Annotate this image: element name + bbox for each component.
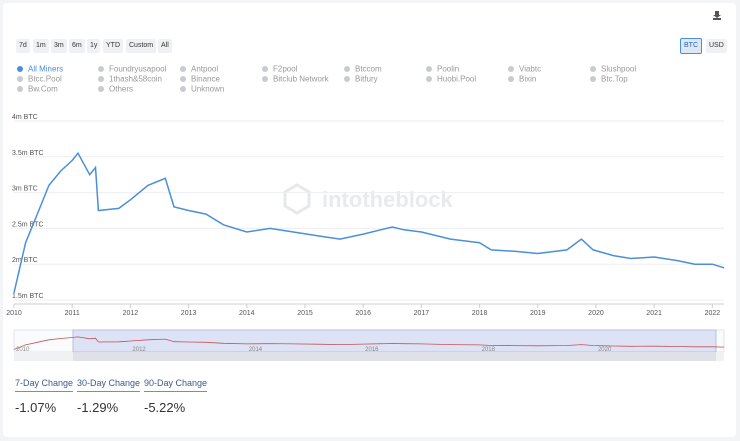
legend-marker — [262, 66, 268, 72]
legend-marker — [180, 86, 186, 92]
range-button[interactable]: 1m — [33, 39, 49, 53]
navigator-label: 2016 — [365, 347, 379, 353]
stat-value: -1.07% — [15, 400, 57, 415]
legend-label: All Miners — [28, 65, 63, 74]
legend-marker — [344, 66, 350, 72]
range-button[interactable]: 7d — [16, 39, 30, 53]
legend-label: Btcc.Pool — [28, 75, 62, 84]
legend-marker — [17, 66, 23, 72]
watermark-icon — [283, 183, 311, 215]
legend-label: Viabtc — [519, 65, 541, 74]
range-button[interactable]: 3m — [51, 39, 67, 53]
legend-marker — [98, 76, 104, 82]
range-button[interactable]: YTD — [103, 39, 123, 53]
navigator-label: 2010 — [16, 347, 30, 353]
legend-label: Unknown — [191, 85, 224, 94]
legend-label: Poolin — [437, 65, 459, 74]
range-button[interactable]: 6m — [69, 39, 85, 53]
legend-marker — [98, 86, 104, 92]
y-tick-label: 2m BTC — [12, 257, 38, 264]
legend-label: Antpool — [191, 65, 218, 74]
range-button[interactable]: Custom — [126, 39, 157, 53]
x-tick-label: 2022 — [705, 310, 721, 317]
unit-button[interactable]: BTC — [680, 38, 702, 54]
watermark: intotheblock — [322, 187, 454, 212]
unit-button[interactable]: USD — [706, 39, 727, 53]
legend-label: Bitfury — [355, 75, 378, 84]
legend-marker — [508, 76, 514, 82]
legend-marker — [508, 66, 514, 72]
legend-label: Bixin — [519, 75, 536, 84]
legend-marker — [98, 66, 104, 72]
legend-marker — [180, 66, 186, 72]
legend-label: Btccom — [355, 65, 382, 74]
legend-label: Binance — [191, 75, 220, 84]
range-button[interactable]: All — [158, 39, 172, 53]
card — [3, 3, 736, 437]
x-tick-label: 2018 — [472, 310, 488, 317]
legend-label: Bw.Com — [28, 85, 58, 94]
legend-marker — [426, 76, 432, 82]
navigator-line — [13, 336, 725, 350]
stat-label: 90-Day Change — [144, 378, 208, 392]
stat: 7-Day Change -1.07% — [15, 378, 74, 415]
legend-label: F2pool — [273, 65, 298, 74]
legend-label: Others — [109, 85, 133, 94]
stat-label: 7-Day Change — [15, 378, 74, 392]
navigator-label: 2012 — [132, 347, 146, 353]
scrollbar-thumb — [73, 353, 716, 361]
stat-label: 30-Day Change — [77, 378, 141, 392]
legend-marker — [180, 76, 186, 82]
x-tick-label: 2020 — [588, 310, 604, 317]
x-tick-label: 2012 — [123, 310, 139, 317]
legend-marker — [590, 76, 596, 82]
y-tick-label: 3m BTC — [12, 186, 38, 193]
legend-marker — [590, 66, 596, 72]
stat-value: -1.29% — [77, 400, 119, 415]
legend-label: Huobi.Pool — [437, 75, 476, 84]
navigator-label: 2018 — [482, 347, 496, 353]
legend-label: Slushpool — [601, 65, 636, 74]
y-tick-label: 4m BTC — [12, 114, 38, 121]
navigator-window — [72, 329, 717, 353]
legend-marker — [262, 76, 268, 82]
x-tick-label: 2017 — [414, 310, 430, 317]
stat: 30-Day Change -1.29% — [77, 378, 141, 415]
x-tick-label: 2019 — [530, 310, 546, 317]
legend-label: 1thash&58coin — [109, 75, 162, 84]
download-icon[interactable] — [713, 11, 721, 20]
legend-marker — [17, 86, 23, 92]
y-tick-label: 1.5m BTC — [12, 293, 44, 300]
legend-label: Foundryusapool — [109, 65, 167, 74]
legend-label: Bitclub Network — [273, 75, 330, 84]
legend-marker — [344, 76, 350, 82]
x-tick-label: 2010 — [6, 310, 22, 317]
legend-marker — [426, 66, 432, 72]
navigator-label: 2020 — [598, 347, 612, 353]
stat-value: -5.22% — [144, 400, 186, 415]
x-tick-label: 2011 — [65, 310, 80, 317]
legend-label: Btc.Top — [601, 75, 628, 84]
x-tick-label: 2021 — [646, 310, 662, 317]
x-tick-label: 2016 — [355, 310, 371, 317]
y-tick-label: 2.5m BTC — [12, 221, 44, 228]
x-tick-label: 2015 — [297, 310, 313, 317]
stat: 90-Day Change -5.22% — [144, 378, 208, 415]
series-line — [13, 151, 725, 293]
y-tick-label: 3.5m BTC — [12, 150, 44, 157]
navigator-label: 2014 — [249, 347, 263, 353]
x-tick-label: 2013 — [181, 310, 197, 317]
x-tick-label: 2014 — [239, 310, 255, 317]
legend-marker — [17, 76, 23, 82]
range-button[interactable]: 1y — [87, 39, 101, 53]
